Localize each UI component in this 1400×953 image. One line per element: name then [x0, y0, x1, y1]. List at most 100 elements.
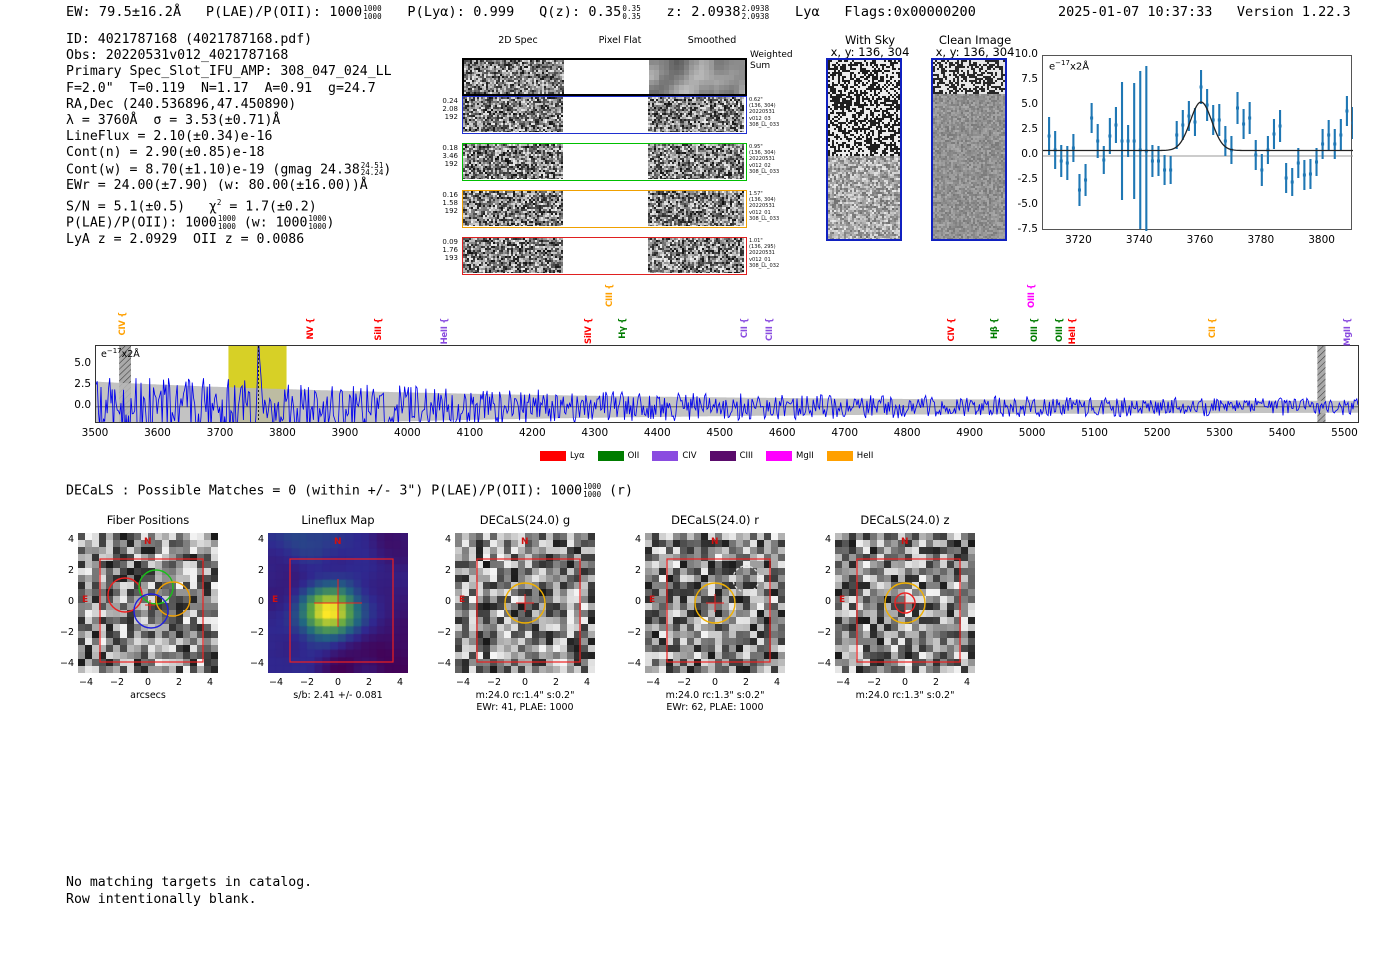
- spec2d-row-left-labels: 0.09 1.76 193: [442, 238, 458, 263]
- spectrum-ytick: 2.5: [74, 377, 91, 390]
- header-plya: P(Lyα): 0.999: [407, 4, 515, 20]
- spectrum-xtick: 4700: [831, 427, 859, 439]
- cutout-overlay: [289, 558, 394, 663]
- cutout-xtick: 0: [901, 677, 909, 688]
- clean-image-title: Clean Image: [938, 33, 1012, 47]
- header-z: z: 2.0938: [666, 4, 741, 20]
- decals-matches: DECaLS : Possible Matches = 0 (within +/…: [66, 483, 583, 499]
- detection-info-block: ID: 4021787168 (4021787168.pdf) Obs: 202…: [66, 32, 392, 248]
- spec2d-row-right-labels: 0.95" (136, 304) 20220531 v012_02 308_LL_033: [749, 144, 780, 175]
- spectrum-xtick: 4300: [581, 427, 609, 439]
- line-fit-plot[interactable]: e−17x2Å: [1042, 55, 1353, 231]
- cutout-caption: m:24.0 rc:1.3" s:0.2": [805, 690, 1005, 702]
- spectrum-axes[interactable]: [95, 345, 1359, 423]
- legend-swatch: [766, 451, 793, 461]
- compass-east-label: E: [82, 595, 89, 605]
- cutout-xtick: 0: [144, 677, 152, 688]
- legend-label: MgII: [796, 451, 814, 461]
- cutout-xtick: −2: [486, 677, 502, 688]
- info-radec: RA,Dec (240.536896,47.450890): [66, 96, 297, 112]
- cutout-overlay: [856, 558, 961, 663]
- spectrum-canvas: [96, 346, 1358, 422]
- spectrum-xtick: 4900: [956, 427, 984, 439]
- header-line-id: Lyα: [794, 4, 820, 20]
- cutout-ytick: 0: [634, 596, 641, 607]
- spec2d-column-title-0: 2D Spec: [498, 35, 538, 46]
- cutout-ytick: 4: [824, 534, 831, 545]
- cutout-xtick: −4: [645, 677, 661, 688]
- cutout-ytick: 0: [824, 596, 831, 607]
- cutout-xtick: 4: [206, 677, 214, 688]
- cutout-image[interactable]: [78, 533, 218, 673]
- spectrum-xtick: 3800: [269, 427, 296, 439]
- clean-image[interactable]: [931, 58, 1007, 241]
- cutout-xtick: 2: [552, 677, 560, 688]
- flux-unit-label: e−17x2Å: [1049, 59, 1090, 73]
- zoomplot-xtick: 3760: [1186, 234, 1214, 246]
- cutout-caption-line: m:24.0 rc:1.3" s:0.2": [855, 690, 955, 701]
- spectrum-ytick: 5.0: [74, 356, 91, 369]
- emission-line-label: SiIV {: [583, 318, 594, 344]
- cutout-xtick: −4: [268, 677, 284, 688]
- spec2d-fiber-row[interactable]: [462, 237, 747, 275]
- emission-line-label: CIII {: [764, 318, 775, 341]
- info-ewr: EWr = 24.00(±7.90) (w: 80.00(±16.00))Å: [66, 178, 368, 194]
- zoomplot-xtick: 3800: [1308, 234, 1335, 246]
- zoomplot-ytick: 0.0: [1021, 148, 1038, 160]
- cutout-ytick: −4: [249, 658, 264, 669]
- line-fit-canvas: [1043, 66, 1353, 231]
- spec2d-fiber-row[interactable]: [462, 143, 747, 181]
- emission-line-label: HeII {: [439, 318, 450, 345]
- legend-label: CIV: [682, 451, 697, 461]
- spec2d-row-right-labels: 1.01" (136, 295) 20220531 v012_01 308_LL_032: [749, 238, 780, 269]
- with-sky-image[interactable]: [826, 58, 902, 241]
- decals-summary-line: DECaLS : Possible Matches = 0 (within +/…: [66, 482, 633, 499]
- cutout-xtick: 2: [175, 677, 183, 688]
- emission-line-label: OIII {: [1027, 284, 1038, 308]
- info-lambda-sigma: λ = 3760Å σ = 3.53(±0.71)Å: [66, 113, 281, 129]
- cutout-xtick: 0: [334, 677, 342, 688]
- cutout-xtick: −4: [835, 677, 851, 688]
- zoomplot-xtick: 3780: [1247, 234, 1275, 246]
- spectrum-ytick: 0.0: [74, 398, 91, 411]
- cutout-xtick: −4: [78, 677, 94, 688]
- compass-north-label: N: [901, 537, 909, 547]
- zoomplot-ytick: -5.0: [1017, 198, 1039, 210]
- cutout-xtick: 4: [396, 677, 404, 688]
- spec2d-fiber-row[interactable]: [462, 96, 747, 134]
- header-plae: P(LAE)/P(OII): 1000: [205, 4, 363, 20]
- cutout-xtick: −4: [455, 677, 471, 688]
- cutout-xtick: −2: [109, 677, 125, 688]
- spectrum-xtick: 4600: [768, 427, 796, 439]
- emission-line-label: CIV {: [947, 318, 958, 342]
- cutout-ytick: −4: [436, 658, 451, 669]
- zoomplot-ytick: -7.5: [1017, 223, 1039, 235]
- header-plae-range: 1000 1000: [363, 3, 382, 21]
- spectrum-xtick: 5100: [1081, 427, 1108, 439]
- spectrum-xtick: 4200: [518, 427, 546, 439]
- zoomplot-ytick: 7.5: [1021, 73, 1038, 85]
- cutout-panel-group: Fiber Positions N E −4 −4 −2 −2 0 0 2 2 4 4 arcsecs Li…: [0, 0, 1400, 713]
- spec2d-summary-strip[interactable]: [462, 58, 747, 96]
- cutout-caption-line: s/b: 2.41 +/- 0.081: [293, 690, 383, 701]
- legend-label: Lyα: [570, 451, 585, 461]
- legend-label: CIII: [739, 451, 754, 461]
- emission-line-label: Hγ {: [617, 318, 628, 339]
- cutout-overlay: [476, 558, 581, 663]
- spectrum-xtick: 3900: [331, 427, 359, 439]
- legend-swatch: [652, 451, 679, 461]
- cutout-title: Fiber Positions: [106, 513, 190, 527]
- cutout-ytick: 4: [444, 534, 451, 545]
- zoomplot-ytick: -2.5: [1017, 173, 1039, 185]
- info-obs: Obs: 20220531v012_4021787168: [66, 48, 289, 64]
- header-datetime: 2025-01-07 10:37:33: [1058, 4, 1213, 20]
- cutout-ytick: 0: [257, 596, 264, 607]
- header-summary-line: EW: 79.5±16.2Å P(LAE)/P(OII): 10001000 10…: [66, 4, 976, 20]
- cutout-ytick: −2: [59, 627, 74, 638]
- with-sky-title: With Sky: [844, 33, 896, 47]
- full-spectrum-plot[interactable]: e−17x2Å 0.0 2.5 5.0 3500 3600 3700 3800 3900 4000…: [0, 0, 1400, 480]
- decals-plae-range: 1000 1000: [583, 482, 602, 499]
- spec2d-fiber-row[interactable]: [462, 190, 747, 228]
- emission-line-label: OIII {: [1055, 318, 1066, 342]
- header-z-range: 2.0938 2.0938: [741, 3, 770, 21]
